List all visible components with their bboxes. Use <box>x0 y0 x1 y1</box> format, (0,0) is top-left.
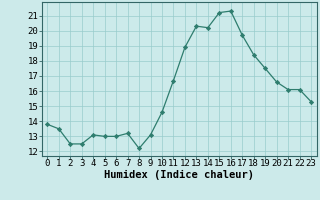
X-axis label: Humidex (Indice chaleur): Humidex (Indice chaleur) <box>104 170 254 180</box>
